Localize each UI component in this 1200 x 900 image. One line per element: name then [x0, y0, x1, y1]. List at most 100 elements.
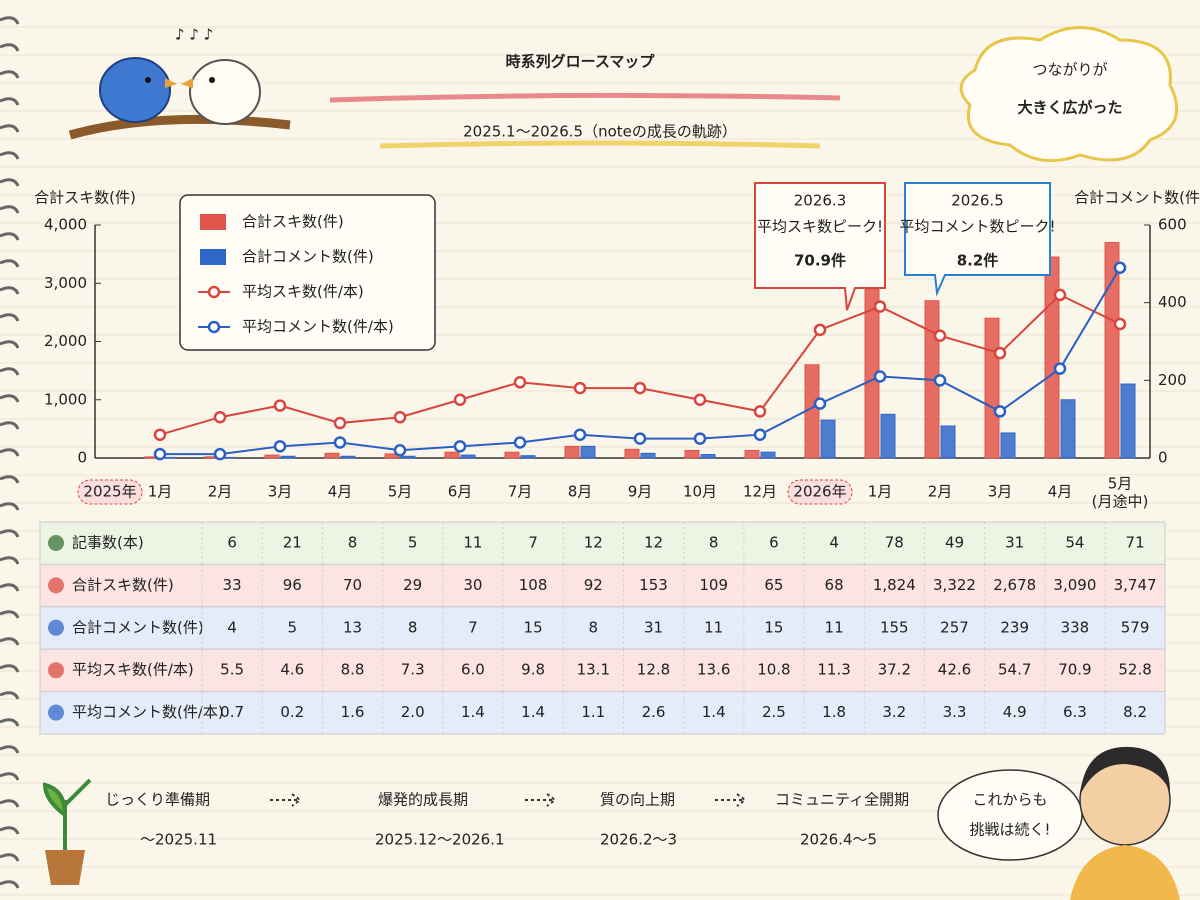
table-cell: 12 [584, 534, 603, 552]
table-cell: 42.6 [938, 661, 971, 679]
legend-box [179, 194, 436, 351]
table-cell: 15 [524, 618, 543, 636]
table-cell: 11 [704, 618, 723, 636]
callout-text: 平均コメント数ピーク! [899, 218, 1055, 236]
person-body [1070, 845, 1180, 900]
phase-period: ～2025.11 [140, 831, 217, 849]
subtitle-underline [379, 140, 821, 149]
table-cell: 13.1 [577, 661, 610, 679]
table-cell: 8 [709, 534, 719, 552]
legend-swatch [200, 249, 226, 265]
spiral-ring [0, 610, 20, 619]
table-cell: 78 [885, 534, 904, 552]
spiral-ring [0, 475, 20, 484]
spiral-ring [0, 718, 20, 727]
table-cell: 1.8 [822, 703, 846, 721]
bar [1060, 399, 1076, 459]
table-cell: 1.6 [341, 703, 365, 721]
line-point [1053, 288, 1067, 302]
table-cell: 5.5 [220, 661, 244, 679]
table-cell: 30 [463, 576, 482, 594]
spiral-ring [0, 313, 20, 322]
table-cell: 12.8 [637, 661, 670, 679]
spiral-ring [0, 16, 20, 25]
cloud [959, 26, 1179, 163]
table-cell: 3.2 [882, 703, 906, 721]
line-point [993, 405, 1007, 418]
legend-label: 平均コメント数(件/本) [242, 318, 394, 336]
spiral-ring [0, 367, 20, 376]
legend-swatch [207, 320, 221, 334]
y-tick-label: 3,000 [44, 274, 87, 292]
x-tick-note: (月途中) [1092, 493, 1149, 511]
x-tick-label: 1月 [868, 483, 893, 501]
bar [580, 445, 596, 459]
table-cell: 109 [699, 576, 728, 594]
spiral-ring [0, 178, 20, 187]
table-cell: 0.7 [220, 703, 244, 721]
line-point [933, 374, 947, 387]
spiral-ring [0, 691, 20, 700]
table-cell: 239 [1000, 618, 1029, 636]
table-cell: 54 [1065, 534, 1084, 552]
table-cell: 0.2 [280, 703, 304, 721]
table-cell: 13 [343, 618, 362, 636]
spiral-ring [0, 286, 20, 295]
bar [1000, 432, 1016, 459]
phase-name: 爆発的成長期 [378, 791, 468, 809]
table-cell: 1,824 [873, 576, 916, 594]
table-cell: 257 [940, 618, 969, 636]
spiral-ring [0, 799, 20, 808]
table-row [39, 648, 1166, 693]
phase-arrow [270, 793, 302, 807]
line-point [753, 428, 767, 441]
phase-period: 2026.4～5 [800, 831, 877, 849]
table-cell: 4.6 [280, 661, 304, 679]
legend-swatch [207, 285, 221, 299]
table-cell: 8 [589, 618, 599, 636]
x-tick-label: 2月 [208, 483, 233, 501]
line-point [873, 370, 887, 383]
line-point [273, 399, 287, 412]
bar [400, 455, 416, 459]
phase-arrow [715, 793, 747, 807]
spiral-ring [0, 772, 20, 781]
x-tick-label: 1月 [148, 483, 173, 501]
table-cell: 52.8 [1118, 661, 1151, 679]
bar [984, 317, 1000, 459]
legend-label: 平均スキ数(件/本) [242, 283, 364, 301]
line-point [1113, 317, 1127, 331]
line-point [1113, 261, 1127, 274]
table-cell: 11.3 [817, 661, 850, 679]
spiral-ring [0, 556, 20, 565]
spiral-ring [0, 637, 20, 646]
speech-text: これからも [972, 791, 1047, 809]
table-cell: 37.2 [878, 661, 911, 679]
table-cell: 1.4 [702, 703, 726, 721]
y-tick-label: 0 [77, 449, 87, 467]
bar [684, 449, 700, 459]
x-tick-label: 12月 [743, 483, 777, 501]
year-tag-bg [77, 479, 143, 505]
line-point [513, 376, 527, 389]
phase-name: 質の向上期 [600, 791, 675, 809]
line-point [693, 393, 707, 406]
table-cell: 1.4 [521, 703, 545, 721]
line-point [813, 397, 827, 410]
spiral-ring [0, 745, 20, 754]
spiral-ring [0, 151, 20, 160]
bar [280, 455, 296, 459]
table-cell: 7 [468, 618, 478, 636]
spiral-ring [0, 502, 20, 511]
line-point [273, 440, 287, 453]
phase-arrow [525, 793, 557, 807]
table-cell: 1.1 [581, 703, 605, 721]
spiral-ring [0, 664, 20, 673]
table-cell: 153 [639, 576, 668, 594]
callout-text: 2026.3 [794, 192, 847, 210]
x-tick-label: 3月 [988, 483, 1013, 501]
y-tick-label: 1,000 [44, 390, 87, 408]
subtitle: 2025.1～2026.5（noteの成長の軌跡） [463, 123, 737, 141]
y-tick-label: 4,000 [44, 216, 87, 234]
